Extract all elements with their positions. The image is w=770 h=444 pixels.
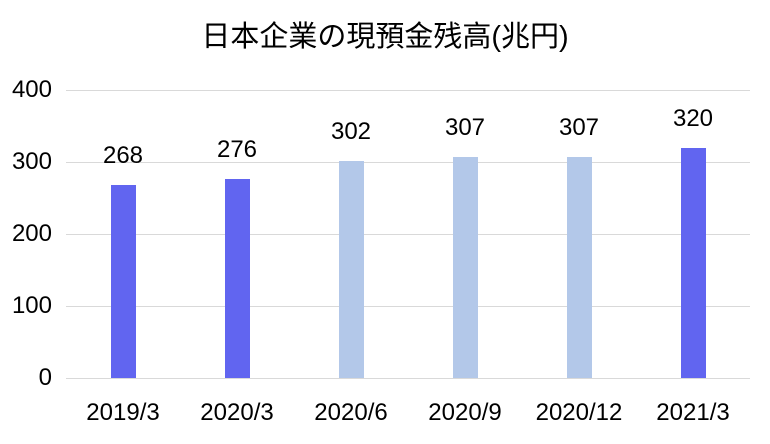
data-label-2020/6: 302	[330, 117, 372, 145]
data-label-2020/12: 307	[558, 113, 600, 141]
bar-2021/3	[680, 147, 706, 378]
data-label-2019/3: 268	[102, 142, 144, 170]
chart-title: 日本企業の現預金残高(兆円)	[201, 21, 569, 53]
x-tick-label-2020/3: 2020/3	[200, 399, 274, 426]
gridline-y-400	[66, 90, 750, 91]
x-tick-label-2021/3: 2021/3	[656, 399, 730, 426]
bar-2020/3	[224, 179, 250, 378]
data-label-2021/3: 320	[672, 104, 714, 132]
y-tick-label-300: 300	[11, 148, 52, 175]
gridline-y-200	[66, 234, 750, 235]
gridline-y-100	[66, 306, 750, 307]
bar-2020/12	[566, 156, 592, 378]
gridline-y-300	[66, 162, 750, 163]
plot-area	[66, 90, 750, 379]
bar-2020/9	[452, 156, 478, 378]
y-tick-label-100: 100	[11, 292, 52, 319]
gridline-y-0	[66, 378, 750, 379]
x-tick-label-2020/12: 2020/12	[535, 399, 623, 426]
y-tick-label-400: 400	[11, 76, 52, 103]
x-tick-label-2020/6: 2020/6	[314, 399, 388, 426]
data-label-2020/9: 307	[444, 113, 486, 141]
bar-2020/6	[338, 160, 364, 378]
x-tick-label-2019/3: 2019/3	[86, 399, 160, 426]
bar-2019/3	[110, 185, 136, 378]
y-tick-label-0: 0	[38, 364, 52, 391]
y-tick-label-200: 200	[11, 220, 52, 247]
data-label-2020/3: 276	[216, 136, 258, 164]
x-tick-label-2020/9: 2020/9	[428, 399, 502, 426]
